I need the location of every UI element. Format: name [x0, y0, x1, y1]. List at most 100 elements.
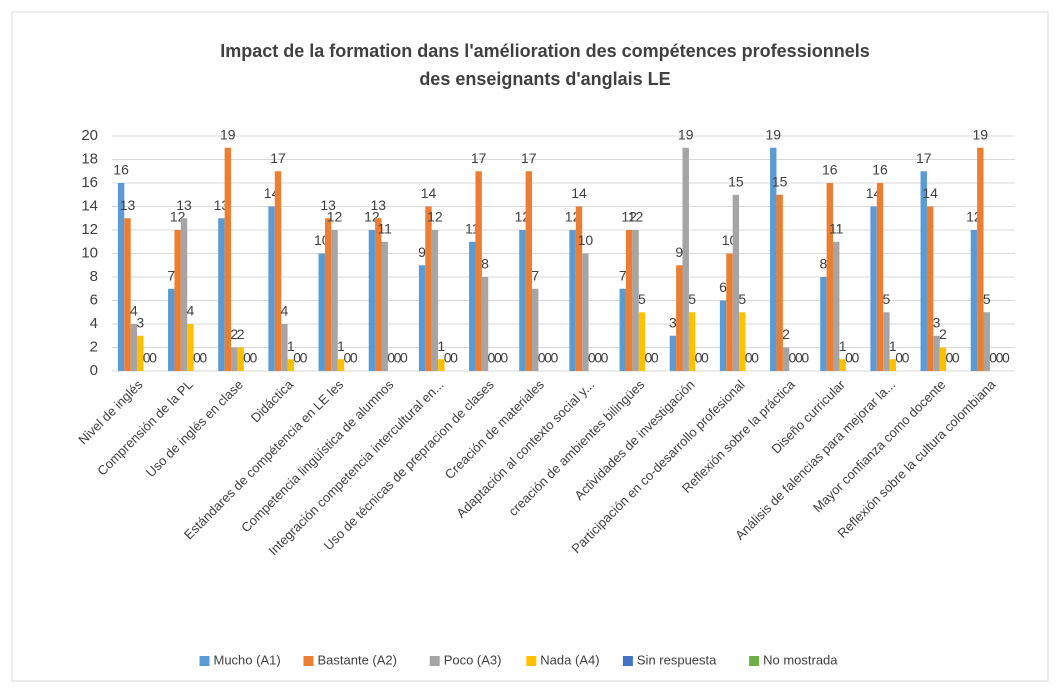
data-label: 14 [922, 185, 938, 201]
data-label: 0 [651, 350, 659, 366]
bar [820, 277, 826, 371]
data-label: 19 [973, 126, 989, 142]
legend-swatch [304, 656, 314, 666]
data-label: 0 [500, 350, 508, 366]
bar [419, 265, 425, 371]
legend-label: Mucho (A1) [214, 652, 281, 667]
data-label: 11 [829, 220, 844, 236]
bar [131, 324, 137, 371]
bar [726, 254, 732, 372]
legend-label: Sin respuesta [637, 652, 717, 667]
data-label: 7 [167, 267, 175, 283]
data-label: 0 [601, 350, 609, 366]
bar [375, 218, 381, 371]
bar [870, 207, 876, 372]
data-label: 5 [882, 291, 890, 307]
legend-swatch [430, 656, 440, 666]
bar [569, 230, 575, 371]
y-tick-label: 16 [81, 174, 98, 191]
legend-swatch [526, 656, 536, 666]
bar [181, 218, 187, 371]
chart-title: des enseignants d'anglais LE [419, 69, 670, 89]
data-label: 0 [300, 350, 308, 366]
legend-swatch [749, 656, 759, 666]
data-label: 0 [902, 350, 910, 366]
data-label: 0 [400, 350, 408, 366]
data-label: 5 [738, 291, 746, 307]
bar [626, 230, 632, 371]
data-label: 10 [578, 232, 594, 248]
data-label: 13 [371, 197, 387, 213]
data-label: 0 [952, 350, 960, 366]
data-label: 0 [149, 350, 157, 366]
data-label: 16 [872, 162, 888, 178]
y-tick-label: 6 [90, 291, 98, 308]
data-label: 0 [852, 350, 860, 366]
data-label: 13 [176, 197, 192, 213]
y-tick-label: 12 [81, 221, 98, 238]
data-label: 8 [820, 256, 828, 272]
data-label: 0 [450, 350, 458, 366]
bar [231, 348, 237, 372]
bar [927, 207, 933, 372]
bar [971, 230, 977, 371]
bar [620, 289, 626, 371]
chart-title: Impact de la formation dans l'améliorati… [220, 41, 869, 61]
data-label: 0 [701, 350, 709, 366]
bar [425, 207, 431, 372]
data-label: 19 [765, 126, 781, 142]
data-label: 0 [250, 350, 258, 366]
data-label: 19 [220, 126, 236, 142]
bar [174, 230, 180, 371]
y-tick-label: 10 [81, 244, 98, 261]
data-label: 7 [531, 267, 539, 283]
bar [319, 254, 325, 372]
bar [683, 148, 689, 371]
bar [268, 207, 274, 372]
y-tick-label: 0 [90, 362, 98, 379]
data-label: 6 [719, 279, 727, 295]
data-label: 0 [199, 350, 207, 366]
data-label: 4 [187, 303, 195, 319]
data-label: 12 [327, 209, 343, 225]
data-label: 2 [939, 326, 947, 342]
data-label: 4 [280, 303, 288, 319]
bar [325, 218, 331, 371]
legend-label: No mostrada [763, 652, 838, 667]
data-label: 2 [782, 326, 790, 342]
data-label: 14 [421, 185, 437, 201]
bar [670, 336, 676, 371]
bar [275, 171, 281, 371]
data-label: 13 [120, 197, 136, 213]
data-label: 3 [669, 314, 677, 330]
data-label: 17 [270, 150, 286, 166]
bar [576, 207, 582, 372]
data-label: 0 [551, 350, 559, 366]
bar [676, 265, 682, 371]
data-label: 14 [571, 185, 587, 201]
bar [369, 230, 375, 371]
bar [720, 301, 726, 372]
legend-label: Poco (A3) [444, 652, 502, 667]
bar [218, 218, 224, 371]
data-label: 15 [728, 173, 744, 189]
data-label: 3 [136, 314, 144, 330]
data-label: 12 [628, 209, 644, 225]
bar [168, 289, 174, 371]
data-label: 16 [113, 162, 129, 178]
data-label: 0 [350, 350, 358, 366]
bar [827, 183, 833, 371]
data-label: 2 [237, 326, 245, 342]
data-label: 5 [638, 291, 646, 307]
y-tick-label: 18 [81, 150, 98, 167]
data-label: 16 [822, 162, 838, 178]
data-label: 0 [1002, 350, 1010, 366]
y-tick-label: 4 [90, 315, 98, 332]
data-label: 5 [688, 291, 696, 307]
data-label: 12 [427, 209, 443, 225]
data-label: 17 [521, 150, 537, 166]
y-tick-label: 8 [90, 268, 98, 285]
data-label: 7 [619, 267, 627, 283]
